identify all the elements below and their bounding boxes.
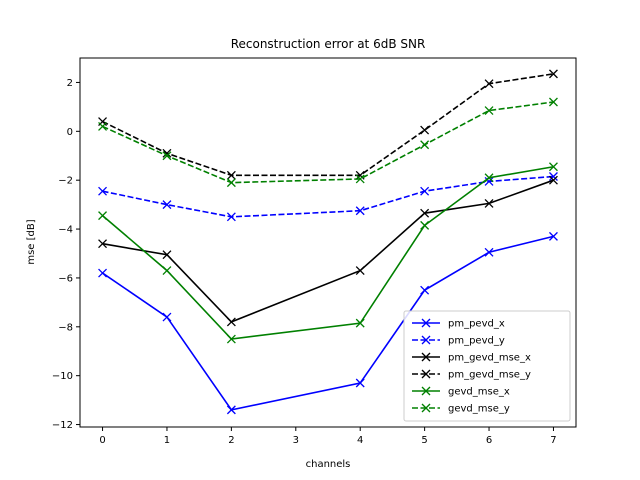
series-line-pm_gevd_mse_y xyxy=(102,73,554,177)
plot-area xyxy=(98,69,558,415)
point-pm_pevd_x-2 xyxy=(226,405,236,415)
legend-label-pm_pevd_x: pm_pevd_x xyxy=(448,319,505,330)
legend-marker-pm_gevd_mse_x xyxy=(421,352,431,362)
legend-label-pm_gevd_mse_x: pm_gevd_mse_x xyxy=(448,353,531,364)
point-gevd_mse_x-2 xyxy=(226,334,236,344)
y-tick-label-6: 0 xyxy=(67,127,73,138)
x-tick-label-3: 3 xyxy=(293,435,299,446)
point-gevd_mse_y-6 xyxy=(548,97,558,107)
point-pm_pevd_x-6 xyxy=(548,231,558,241)
series-line-pm_pevd_y xyxy=(102,175,554,218)
point-pm_pevd_x-1 xyxy=(162,312,172,322)
point-pm_gevd_mse_y-5 xyxy=(484,79,494,89)
y-tick-label-5: −2 xyxy=(58,176,73,187)
point-pm_pevd_x-3 xyxy=(355,378,365,388)
point-gevd_mse_x-3 xyxy=(355,318,365,328)
y-axis: −12 −10 −8 −6 −4 −2 0 2 xyxy=(52,78,80,431)
point-pm_pevd_y-3 xyxy=(355,206,365,216)
point-pm_gevd_mse_x-3 xyxy=(355,266,365,276)
point-gevd_mse_x-1 xyxy=(162,266,172,276)
point-gevd_mse_y-2 xyxy=(226,178,236,188)
y-tick-label-7: 2 xyxy=(67,78,73,89)
axes-frame xyxy=(79,57,577,428)
legend-marker-pm_pevd_x xyxy=(421,318,431,328)
point-gevd_mse_x-6 xyxy=(548,162,558,172)
x-tick-label-2: 2 xyxy=(228,435,234,446)
point-pm_pevd_y-6 xyxy=(548,172,558,181)
point-pm_pevd_x-5 xyxy=(484,247,494,257)
x-axis: 0 1 2 3 4 5 6 7 xyxy=(99,427,557,446)
point-pm_gevd_mse_y-4 xyxy=(420,125,430,135)
point-pm_gevd_mse_x-4 xyxy=(420,208,430,218)
legend-marker-gevd_mse_x xyxy=(421,386,431,396)
y-tick-label-1: −10 xyxy=(52,371,73,382)
x-tick-label-1: 1 xyxy=(164,435,170,446)
point-pm_gevd_mse_x-6 xyxy=(548,175,558,185)
point-pm_pevd_y-1 xyxy=(162,200,172,210)
point-gevd_mse_y-1 xyxy=(162,151,172,161)
point-gevd_mse_y-4 xyxy=(420,140,430,150)
legend-label-gevd_mse_x: gevd_mse_x xyxy=(448,387,510,398)
legend-box xyxy=(403,310,571,422)
y-tick-label-3: −6 xyxy=(58,273,73,284)
y-tick-label-4: −4 xyxy=(58,225,73,236)
point-pm_pevd_x-4 xyxy=(420,285,430,295)
y-tick-label-0: −12 xyxy=(52,420,73,431)
x-tick-label-4: 4 xyxy=(357,435,363,446)
legend-marker-pm_pevd_y xyxy=(421,335,431,345)
chart-title: Reconstruction error at 6dB SNR xyxy=(231,37,426,51)
legend-label-pm_gevd_mse_y: pm_gevd_mse_y xyxy=(448,370,531,381)
point-pm_gevd_mse_x-2 xyxy=(226,317,236,327)
x-axis-label: channels xyxy=(306,459,351,470)
point-pm_gevd_mse_x-1 xyxy=(162,250,172,260)
point-pm_pevd_y-0 xyxy=(98,186,108,196)
point-pm_pevd_y-4 xyxy=(420,186,430,196)
y-axis-label: mse [dB] xyxy=(26,219,37,264)
point-pm_gevd_mse_y-2 xyxy=(226,170,236,180)
y-tick-label-2: −8 xyxy=(58,322,73,333)
point-gevd_mse_y-0 xyxy=(98,121,108,131)
x-tick-label-7: 7 xyxy=(550,435,556,446)
legend-marker-pm_gevd_mse_y xyxy=(421,369,431,379)
point-gevd_mse_x-4 xyxy=(420,220,430,230)
point-gevd_mse_x-0 xyxy=(98,211,108,221)
legend-label-pm_pevd_y: pm_pevd_y xyxy=(448,336,505,347)
point-pm_pevd_y-2 xyxy=(226,212,236,222)
point-pm_gevd_mse_y-1 xyxy=(162,148,172,158)
point-pm_pevd_x-0 xyxy=(98,268,108,278)
legend-label-gevd_mse_y: gevd_mse_y xyxy=(448,404,510,415)
point-gevd_mse_x-5 xyxy=(484,173,494,183)
point-gevd_mse_y-5 xyxy=(484,106,494,115)
x-tick-label-6: 6 xyxy=(486,435,492,446)
x-tick-label-0: 0 xyxy=(99,435,105,446)
legend-marker-gevd_mse_y xyxy=(421,403,431,413)
point-pm_gevd_mse_y-6 xyxy=(548,69,558,79)
point-gevd_mse_y-3 xyxy=(355,174,365,184)
point-pm_gevd_mse_x-5 xyxy=(484,198,494,208)
legend: pm_pevd_x pm_pevd_y pm_gevd_mse_x pm_gevd_m… xyxy=(403,310,571,422)
point-pm_gevd_mse_x-0 xyxy=(98,239,108,249)
x-tick-label-5: 5 xyxy=(421,435,427,446)
